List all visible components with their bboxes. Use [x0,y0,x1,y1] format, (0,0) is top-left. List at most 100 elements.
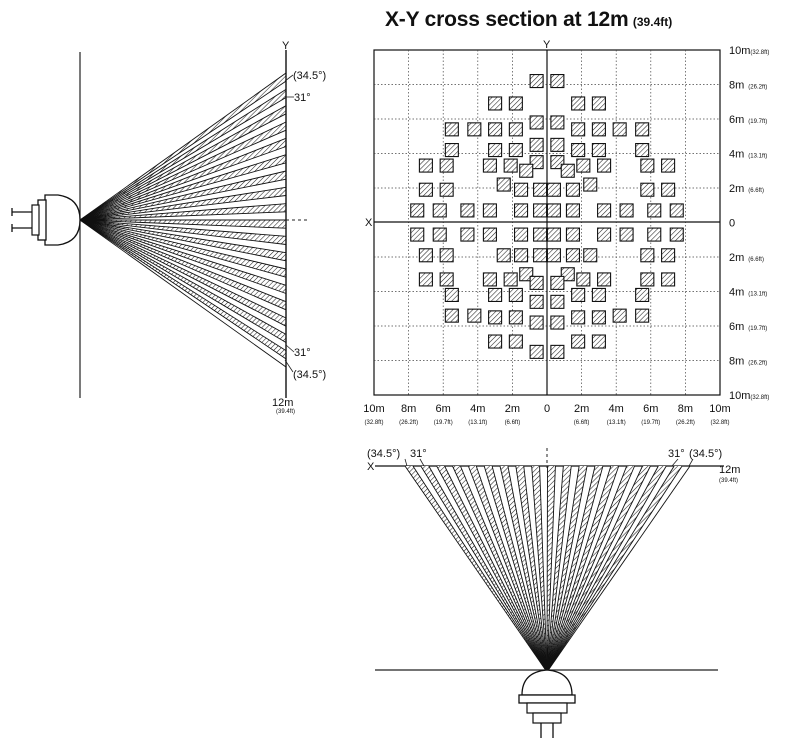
side-angle-outer-top: (34.5°) [293,70,326,82]
detection-zone [640,182,655,197]
beam-ray [523,465,548,673]
grid-y-axis-label: Y [543,39,551,51]
detection-zone [508,122,523,137]
detection-zone [529,115,544,130]
beam-ray [79,219,287,352]
bottom-tick-ft: (26.2ft) [399,420,418,426]
detection-zone [519,267,534,282]
detection-zone [597,203,612,218]
beam-ray [412,465,548,673]
detection-zone [482,203,497,218]
beam-ray [452,465,548,673]
detection-zone [432,203,447,218]
bottom-tick-label: 10m [363,403,384,415]
beam-ray [79,219,287,278]
beam-ray [79,219,287,360]
beam-ray [546,465,572,673]
detection-zone [533,203,548,218]
beam-ray [531,465,548,673]
detection-zone [565,203,581,218]
detection-zone [513,182,529,197]
beam-ray [546,465,596,673]
beam-ray [546,465,628,673]
top-distance-ft: (39.4ft) [719,478,738,484]
top-angle-inner-right: 31° [668,448,685,460]
detection-zone [591,334,606,349]
detection-zone [571,334,586,349]
detection-zone [508,334,523,349]
top-angle-outer-left: (34.5°) [367,448,400,460]
top-outer-leader-left [404,458,408,467]
top-x-axis-label: X [367,461,375,473]
detection-zone [669,203,684,218]
bottom-tick-ft: (26.2ft) [676,420,695,426]
right-tick-label: 8m (26.2ft) [729,356,767,368]
beam-ray [79,121,287,221]
beam-ray [460,465,548,673]
detection-zone [560,163,575,178]
beam-ray [467,465,548,673]
detection-zone [619,227,634,242]
beam-ray [79,154,287,221]
beam-ray [546,465,635,673]
detection-zone [550,137,565,152]
detection-zone [488,334,503,349]
page-title: X-Y cross section at 12m (39.4ft) [385,8,672,32]
beam-ray [546,465,548,673]
bottom-tick-label: 6m [436,403,451,415]
beam-ray [79,219,287,245]
detection-zone [635,143,650,158]
detection-zone [571,310,586,325]
detection-zones [410,74,684,359]
beam-ray [79,219,287,368]
detection-zone [640,158,655,173]
beam-ray [546,465,620,673]
beam-ray [546,465,667,673]
detection-zone [444,143,459,158]
top-inner-leader-right [671,458,679,467]
bottom-tick-ft: (6.6ft) [574,420,590,426]
bottom-tick-ft: (6.6ft) [505,420,521,426]
beam-ray [420,465,548,673]
bottom-tick-label: 2m [505,403,520,415]
detection-zone [533,227,548,242]
detection-zone [482,227,497,242]
right-tick-label: 6m (19.7ft) [729,114,767,126]
right-tick-label: 6m (19.7ft) [729,321,767,333]
bottom-tick-label: 6m [643,403,658,415]
detection-zone [488,310,503,325]
detection-zone [418,272,433,287]
detection-zone [647,227,662,242]
detection-zone [513,227,529,242]
beam-ray [79,219,287,294]
detection-zone [410,203,425,218]
beam-ray [546,465,691,673]
detection-zone [418,182,433,197]
beam-ray [546,465,675,673]
beam-ray [79,203,287,221]
side-view: Y (34.5°) 31° 31° (34.5°) 12m (39.4ft) [11,40,326,415]
bottom-tick-ft: (13.1ft) [468,420,487,426]
top-distance-label: 12m [719,464,740,476]
beam-ray [79,146,287,221]
beam-ray [491,465,548,673]
detection-zone [529,137,544,152]
detection-zone [640,272,655,287]
detection-zone [583,177,598,192]
beam-ray [546,465,564,673]
side-distance-ft: (39.4ft) [276,409,295,415]
beam-ray [79,88,287,221]
detection-zone [488,143,503,158]
detection-zone [550,275,565,290]
beam-ray [539,465,548,673]
detection-zone [496,248,511,263]
detection-zone [583,248,598,263]
detection-zone [591,310,606,325]
beam-ray [444,465,548,673]
beam-ray [79,219,287,254]
detection-zone [529,155,544,170]
detection-zone [619,203,634,218]
title-main: X-Y cross section at 12m [385,8,629,31]
beam-ray [475,465,548,673]
bottom-tick-label: 8m [678,403,693,415]
